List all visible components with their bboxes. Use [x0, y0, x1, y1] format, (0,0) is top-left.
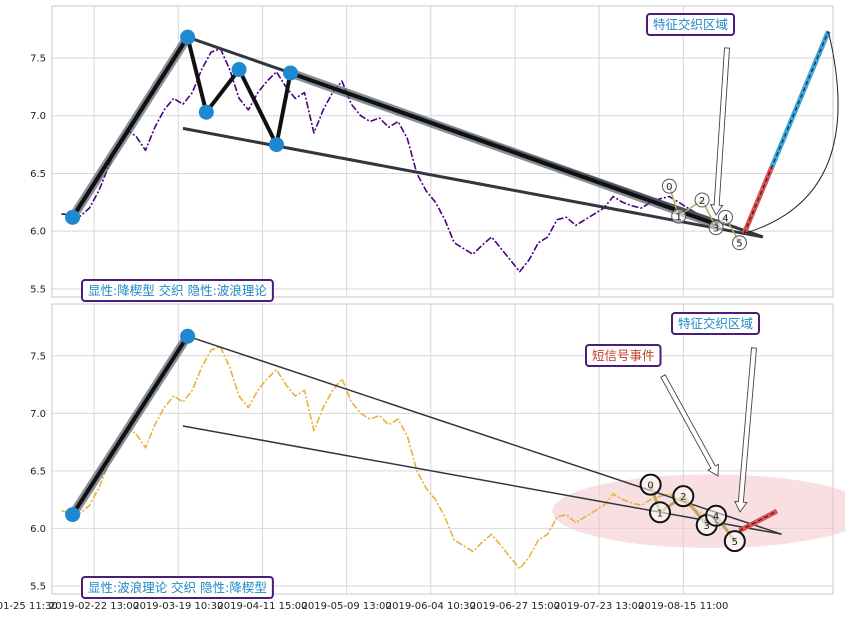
wave-line	[70, 334, 190, 517]
y-tick-label: 6.5	[30, 169, 46, 180]
y-tick-label: 6.5	[30, 466, 46, 477]
pivot-point	[65, 209, 81, 225]
projection-arc	[744, 31, 839, 234]
wave-count-label: 0	[647, 481, 653, 492]
wave-line	[288, 70, 719, 227]
annotation-box-text: 特征交织区域	[653, 17, 728, 32]
wave-count-label: 1	[675, 212, 681, 223]
caption-box	[81, 279, 274, 302]
pivot-point	[65, 507, 81, 523]
pivot-point	[180, 328, 196, 344]
y-tick-label: 5.5	[30, 284, 46, 295]
pivot-point	[198, 104, 214, 120]
wave-count-label: 5	[732, 537, 738, 548]
breakout-segment-blue	[769, 30, 831, 168]
signal-box-text: 短信号事件	[592, 348, 655, 363]
y-tick-label: 6.0	[30, 227, 46, 238]
x-tick-label: 2019-01-25 11:30	[0, 601, 58, 612]
wave-count-label: 2	[680, 492, 686, 503]
pivot-zigzag	[70, 35, 293, 219]
plot-frame	[51, 5, 834, 298]
caption-box	[81, 576, 274, 599]
y-tick-label: 7.0	[30, 409, 46, 420]
wave-count-label: 0	[666, 182, 672, 193]
y-tick-label: 7.5	[30, 53, 46, 64]
x-tick-label: 2019-06-27 15:00	[470, 601, 560, 612]
annotation-arrow	[709, 47, 730, 216]
caption-box-text: 显性:降楔型 交织 隐性:波浪理论	[88, 283, 267, 298]
y-tick-label: 6.0	[30, 524, 46, 535]
pivot-point	[180, 29, 196, 45]
signal-box	[585, 344, 662, 367]
price-series-line	[61, 345, 717, 570]
signal-arrow	[660, 374, 719, 477]
wave-count-label: 4	[722, 213, 728, 224]
annotation-box	[646, 13, 736, 36]
plot-frame	[51, 303, 834, 595]
pivot-point	[231, 62, 247, 78]
caption-box-text: 显性:波浪理论 交织 隐性:降楔型	[88, 580, 267, 595]
wave-count-circle	[708, 220, 724, 236]
wave-count-circle	[639, 473, 662, 496]
wave-count-circle	[723, 530, 746, 553]
pivot-point	[268, 137, 284, 153]
wave-count-label: 4	[713, 512, 719, 523]
x-tick-label: 2019-04-11 15:00	[217, 601, 307, 612]
annotation-box	[671, 312, 761, 335]
pivot-point	[283, 65, 299, 81]
wave-count-label: 3	[704, 521, 710, 532]
wave-count-circle	[705, 504, 728, 527]
wave-count-circle	[717, 209, 733, 225]
wave-count-label: 5	[736, 239, 742, 250]
price-series-line	[61, 47, 717, 273]
x-tick-label: 2019-06-04 10:30	[386, 601, 476, 612]
wave-count-circle	[661, 178, 677, 194]
wave-count-label: 3	[713, 224, 719, 235]
wave-count-circle	[648, 501, 671, 524]
wave-count-circle	[672, 485, 695, 508]
wave-count-circle	[694, 192, 710, 208]
signal-zone	[552, 474, 845, 548]
annotation-arrow	[734, 347, 757, 513]
wave-count-label: 2	[699, 196, 705, 207]
breakout-dashed-line	[743, 31, 829, 234]
wave-count-circle	[731, 235, 747, 251]
y-tick-label: 7.0	[30, 111, 46, 122]
wave-count-circle	[671, 208, 687, 224]
breakout-dashed-line	[739, 510, 778, 532]
wave-count-label: 1	[657, 508, 663, 519]
x-tick-label: 2019-03-19 10:30	[133, 601, 223, 612]
annotation-box-text: 特征交织区域	[678, 316, 753, 331]
x-tick-label: 2019-07-23 13:00	[554, 601, 644, 612]
bottom-panel: 5.5 6.0 6.5 7.0 7.5 0 1 2 34 5 特征交织区域短信号事件显性:波浪理论 …	[30, 303, 845, 599]
x-tick-label: 2019-05-09 13:00	[302, 601, 392, 612]
wedge-trendline	[182, 425, 782, 535]
y-tick-label: 5.5	[30, 581, 46, 592]
y-tick-label: 7.5	[30, 351, 46, 362]
x-tick-label: 2019-08-15 11:00	[638, 601, 728, 612]
x-tick-label: 2019-02-22 13:00	[49, 601, 139, 612]
